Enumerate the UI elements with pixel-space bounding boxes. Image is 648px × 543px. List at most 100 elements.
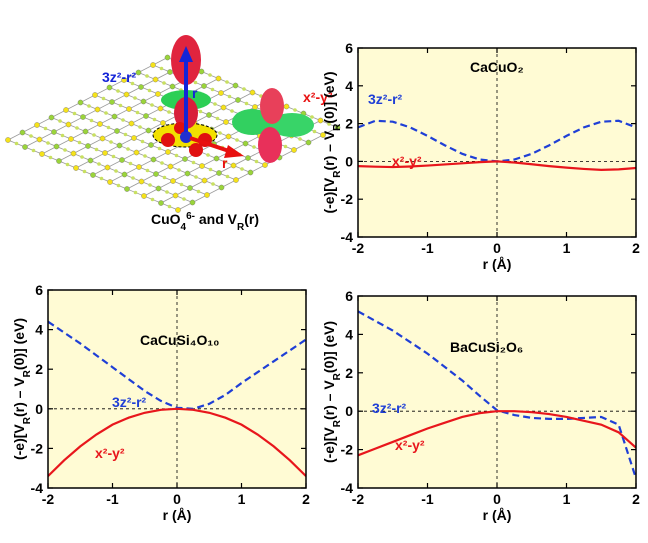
lattice-atom [114, 128, 119, 133]
lattice-atom [78, 100, 83, 105]
lattice-atom [182, 156, 187, 161]
lattice-atom [92, 92, 97, 97]
lattice-atom [206, 153, 210, 157]
lattice-atom [216, 170, 221, 175]
lattice-atom [151, 198, 155, 202]
lattice-atom [100, 136, 105, 141]
lattice-atom [150, 62, 155, 67]
lattice-atom [156, 186, 161, 191]
y-axis-label: (-e)[VR(r) – VR(0)] (eV) [11, 318, 33, 460]
lattice-atom [121, 118, 125, 122]
lattice-atom [146, 128, 151, 133]
lattice-atom [226, 175, 230, 179]
lattice-atom [187, 185, 192, 190]
lattice-atom [85, 143, 90, 148]
lattice-atom [104, 111, 108, 115]
x-axis-label: r (Å) [483, 507, 512, 523]
lattice-atom [252, 145, 256, 149]
lattice-atom [168, 164, 173, 169]
lattice-atom [208, 73, 212, 77]
lattice-atom [39, 151, 44, 156]
lattice-atom [122, 172, 127, 177]
y-tick-label: 2 [35, 361, 43, 377]
lattice-atom [155, 91, 160, 96]
lattice-atom [34, 122, 39, 127]
lattice-atom [313, 130, 317, 134]
lattice-atom [177, 168, 181, 172]
x-tick-label: 0 [493, 491, 501, 507]
lattice-atom [240, 167, 244, 171]
text-part: CuO [151, 211, 181, 227]
lattice-atom [284, 145, 288, 149]
lattice-atom [233, 177, 238, 182]
lattice-atom [158, 106, 163, 111]
lattice-atom [185, 171, 190, 176]
lattice-atom [56, 158, 61, 163]
lattice-atom [170, 84, 175, 89]
lattice-atom [102, 150, 107, 155]
lattice-atom [124, 186, 129, 191]
y-tick-label: 6 [345, 288, 353, 304]
oxygen [189, 143, 203, 157]
lattice-atom [310, 115, 314, 119]
orbital-label: 3z²-r² [102, 69, 137, 85]
lattice-atom [167, 69, 172, 74]
y-axis-label: (-e)[VR(r) – VR(0)] (eV) [321, 321, 343, 463]
lattice-atom [141, 99, 146, 104]
lattice-atom [226, 134, 231, 139]
axis-label: r [192, 85, 198, 101]
lattice-atom [83, 129, 88, 134]
lattice-atom [49, 156, 53, 160]
series-label: 3z²-r² [112, 394, 147, 410]
lattice-atom [201, 83, 206, 88]
lattice-atom [95, 107, 100, 112]
lattice-atom [211, 88, 215, 92]
lattice-atom [151, 157, 156, 162]
x-tick-label: -1 [421, 491, 434, 507]
chart-title: BaCuSi₂O₆ [450, 339, 523, 355]
lattice-atom [117, 143, 122, 148]
lattice-atom [218, 90, 223, 95]
lattice-atom [136, 111, 140, 115]
lattice-atom [109, 140, 113, 144]
lattice-atom [192, 161, 196, 165]
lattice-atom [160, 161, 164, 165]
y-tick-label: -2 [341, 191, 354, 207]
x-tick-label: -1 [106, 491, 119, 507]
lattice-atom [114, 169, 118, 173]
lattice-atom [124, 92, 129, 97]
lattice-atom [107, 126, 111, 130]
lattice-atom [95, 148, 99, 152]
y-axis-label: (-e)[VR(r) – VR(0)] (eV) [321, 71, 343, 213]
figure: 3z²-r² r x²-y² r CuO46- and VR(r) -4-202… [0, 0, 648, 538]
text-part: (r) – V [321, 380, 337, 420]
lattice-atom [146, 169, 150, 173]
lattice-atom [102, 97, 106, 101]
lattice-atom [112, 155, 116, 159]
x-tick-label: 0 [173, 491, 181, 507]
lattice-atom [209, 168, 213, 172]
lattice-atom [136, 70, 141, 75]
lattice-atom [66, 122, 71, 127]
lattice-atom [165, 190, 169, 194]
axis-label: r [222, 155, 228, 171]
lattice-atom [116, 89, 120, 93]
text-part: (-e)[V [11, 424, 27, 460]
lattice-atom [90, 119, 94, 123]
lattice-atom [22, 144, 27, 149]
lattice-atom [202, 178, 207, 183]
lattice-atom [218, 131, 222, 135]
lattice-atom [153, 118, 157, 122]
lattice-atom [46, 141, 50, 145]
text-part: (r) – V [11, 377, 27, 417]
lattice-atom [148, 183, 152, 187]
lattice-atom [230, 109, 234, 113]
lattice-atom [20, 130, 25, 135]
chart-title: CaCuSi₄O₁₀ [140, 332, 219, 348]
chart: -4-20246-2-1012r (Å)(-e)[VR(r) – VR(0)] … [321, 288, 640, 523]
lattice-atom [141, 193, 146, 198]
lattice-atom [211, 182, 215, 186]
lattice-atom [163, 176, 167, 180]
lattice-atom [90, 172, 95, 177]
